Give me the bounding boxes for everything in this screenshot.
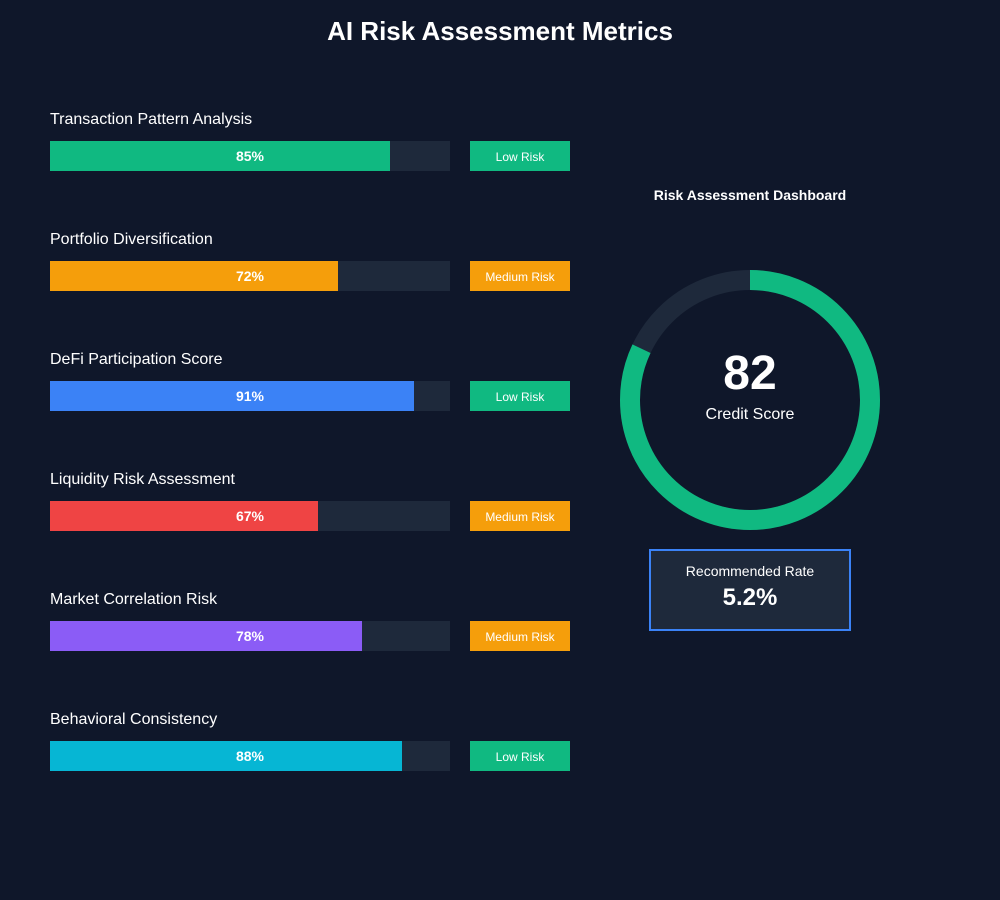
- metric-bar: [50, 501, 318, 531]
- metric-bar: [50, 741, 402, 771]
- metric-bar: [50, 261, 338, 291]
- page-title: AI Risk Assessment Metrics: [327, 16, 673, 46]
- risk-badge: Low Risk: [470, 141, 570, 171]
- metric-bar-track: 72%: [50, 261, 450, 291]
- credit-score-value: 82: [723, 347, 777, 400]
- gauge-arc: [620, 270, 880, 530]
- metric-label: Market Correlation Risk: [50, 591, 218, 608]
- metric-bar-track: 91%: [50, 381, 450, 411]
- metric-row: DeFi Participation Score 91% Low Risk: [50, 351, 570, 421]
- metric-row: Portfolio Diversification 72% Medium Risk: [50, 231, 570, 301]
- recommended-rate-value: 5.2%: [722, 584, 778, 611]
- metric-label: Behavioral Consistency: [50, 711, 218, 728]
- metric-bar-track: 88%: [50, 741, 450, 771]
- metric-value-label: 85%: [235, 148, 265, 164]
- risk-badge: Low Risk: [470, 381, 570, 411]
- recommended-rate-box: Recommended Rate 5.2%: [649, 549, 851, 631]
- credit-score-gauge: [620, 270, 880, 530]
- metric-row: Liquidity Risk Assessment 67% Medium Risk: [50, 471, 570, 541]
- risk-badge: Medium Risk: [470, 501, 570, 531]
- metric-value-label: 88%: [235, 748, 265, 764]
- metric-value-label: 91%: [235, 388, 265, 404]
- metric-bar: [50, 381, 414, 411]
- metric-bar-track: 67%: [50, 501, 450, 531]
- metric-row: Market Correlation Risk 78% Medium Risk: [50, 591, 570, 661]
- metric-bar-track: 78%: [50, 621, 450, 651]
- metric-label: Portfolio Diversification: [50, 231, 213, 248]
- credit-score-label: Credit Score: [705, 406, 795, 423]
- metric-bar: [50, 141, 390, 171]
- metric-value-label: 67%: [235, 508, 265, 524]
- metric-label: Transaction Pattern Analysis: [50, 111, 253, 128]
- metric-row: Transaction Pattern Analysis 85% Low Risk: [50, 111, 570, 181]
- metric-bar: [50, 621, 362, 651]
- metric-row: Behavioral Consistency 88% Low Risk: [50, 711, 570, 781]
- metric-value-label: 78%: [235, 628, 265, 644]
- metric-value-label: 72%: [235, 268, 265, 284]
- risk-badge: Low Risk: [470, 741, 570, 771]
- metric-bar-track: 85%: [50, 141, 450, 171]
- metric-label: DeFi Participation Score: [50, 351, 223, 368]
- dashboard-title: Risk Assessment Dashboard: [653, 187, 847, 203]
- metric-label: Liquidity Risk Assessment: [50, 471, 235, 488]
- risk-badge: Medium Risk: [470, 621, 570, 651]
- recommended-rate-label: Recommended Rate: [685, 563, 815, 579]
- risk-badge: Medium Risk: [470, 261, 570, 291]
